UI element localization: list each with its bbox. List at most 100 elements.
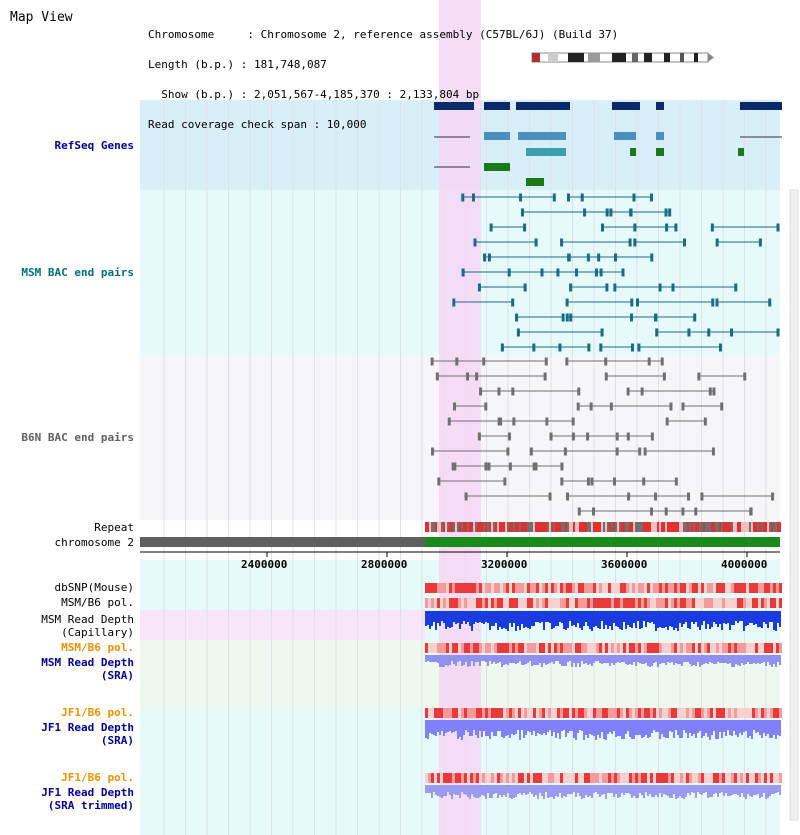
depth-bar bbox=[513, 720, 515, 735]
depth-bar bbox=[755, 720, 757, 733]
repeat-block bbox=[705, 522, 707, 532]
pol-stripe bbox=[587, 773, 590, 783]
bac-end bbox=[560, 477, 564, 486]
bac-end bbox=[604, 372, 608, 381]
depth-bar bbox=[437, 720, 439, 732]
pol-stripe bbox=[590, 643, 593, 653]
pol-stripe bbox=[731, 583, 734, 593]
pol-stripe bbox=[779, 598, 782, 608]
pol-stripe bbox=[635, 598, 638, 608]
depth-bar bbox=[747, 720, 749, 738]
pol-stripe bbox=[485, 643, 488, 653]
depth-bar bbox=[759, 720, 761, 735]
track-label-refseq-genes[interactable]: RefSeq Genes bbox=[54, 139, 134, 152]
pol-stripe bbox=[752, 643, 755, 653]
repeat-block bbox=[499, 522, 501, 532]
gene-feature bbox=[656, 102, 664, 110]
repeat-block bbox=[663, 522, 665, 532]
pol-stripe bbox=[722, 708, 725, 718]
repeat-block bbox=[597, 522, 599, 532]
pol-stripe bbox=[512, 773, 515, 783]
pol-stripe bbox=[695, 708, 698, 718]
pol-stripe bbox=[632, 643, 635, 653]
depth-bar bbox=[547, 720, 549, 732]
pol-stripe bbox=[740, 708, 743, 718]
depth-bar bbox=[709, 655, 711, 662]
repeat-block bbox=[473, 522, 475, 532]
depth-bar bbox=[611, 720, 613, 734]
depth-bar bbox=[625, 720, 627, 734]
pol-stripe bbox=[446, 583, 449, 593]
pol-stripe bbox=[572, 598, 575, 608]
pol-stripe bbox=[695, 643, 698, 653]
pol-stripe bbox=[746, 643, 749, 653]
pol-stripe bbox=[626, 583, 629, 593]
track-label-b6n-bac[interactable]: B6N BAC end pairs bbox=[21, 431, 134, 444]
pol-stripe bbox=[776, 583, 779, 593]
depth-bar bbox=[431, 785, 433, 798]
depth-bar bbox=[569, 611, 571, 621]
pol-stripe bbox=[740, 598, 743, 608]
pol-stripe bbox=[461, 708, 464, 718]
repeat-block bbox=[727, 522, 729, 532]
pol-stripe bbox=[701, 598, 704, 608]
pol-stripe bbox=[572, 773, 575, 783]
repeat-block bbox=[701, 522, 703, 532]
pol-stripe bbox=[506, 598, 509, 608]
depth-bar bbox=[703, 720, 705, 736]
depth-bar bbox=[625, 785, 627, 793]
depth-bar bbox=[699, 720, 701, 731]
depth-bar bbox=[525, 720, 527, 735]
depth-bar bbox=[583, 785, 585, 798]
depth-bar bbox=[645, 655, 647, 663]
track-label-msm-bac[interactable]: MSM BAC end pairs bbox=[21, 266, 134, 279]
depth-bar bbox=[577, 785, 579, 793]
depth-bar bbox=[743, 785, 745, 797]
depth-bar bbox=[771, 611, 773, 622]
repeat-block bbox=[599, 522, 601, 532]
bac-end bbox=[523, 223, 527, 232]
depth-bar bbox=[629, 655, 631, 664]
gene-feature bbox=[484, 102, 510, 110]
depth-bar bbox=[705, 785, 707, 792]
pol-stripe bbox=[779, 643, 782, 653]
bac-end bbox=[758, 238, 762, 247]
depth-bar bbox=[443, 785, 445, 796]
pol-stripe bbox=[425, 598, 428, 608]
bac-end bbox=[473, 238, 477, 247]
bac-end bbox=[674, 477, 678, 486]
repeat-block bbox=[451, 522, 453, 532]
pol-stripe bbox=[434, 643, 437, 653]
depth-bar bbox=[631, 655, 633, 665]
depth-bar bbox=[597, 720, 599, 735]
pol-stripe bbox=[452, 708, 455, 718]
depth-bar bbox=[497, 785, 499, 798]
repeat-block bbox=[605, 522, 607, 532]
depth-bar bbox=[517, 655, 519, 663]
depth-bar bbox=[445, 720, 447, 733]
depth-bar bbox=[761, 720, 763, 738]
pol-stripe bbox=[710, 583, 713, 593]
depth-bar bbox=[763, 785, 765, 793]
pol-stripe bbox=[716, 598, 719, 608]
depth-bar bbox=[495, 611, 497, 623]
pol-stripe bbox=[602, 598, 605, 608]
depth-bar bbox=[635, 655, 637, 666]
pol-stripe bbox=[524, 773, 527, 783]
pol-stripe bbox=[425, 773, 428, 783]
depth-bar bbox=[563, 655, 565, 666]
depth-bar bbox=[487, 720, 489, 736]
pol-stripe bbox=[683, 643, 686, 653]
depth-bar bbox=[587, 655, 589, 665]
depth-bar bbox=[777, 785, 779, 792]
depth-bar bbox=[745, 720, 747, 731]
pol-stripe bbox=[497, 583, 500, 593]
depth-bar bbox=[503, 785, 505, 795]
depth-bar bbox=[611, 611, 613, 630]
pol-stripe bbox=[767, 773, 770, 783]
pol-stripe bbox=[611, 708, 614, 718]
depth-bar bbox=[489, 611, 491, 630]
depth-bar bbox=[425, 611, 427, 626]
chromosome-ideogram[interactable] bbox=[531, 52, 714, 63]
